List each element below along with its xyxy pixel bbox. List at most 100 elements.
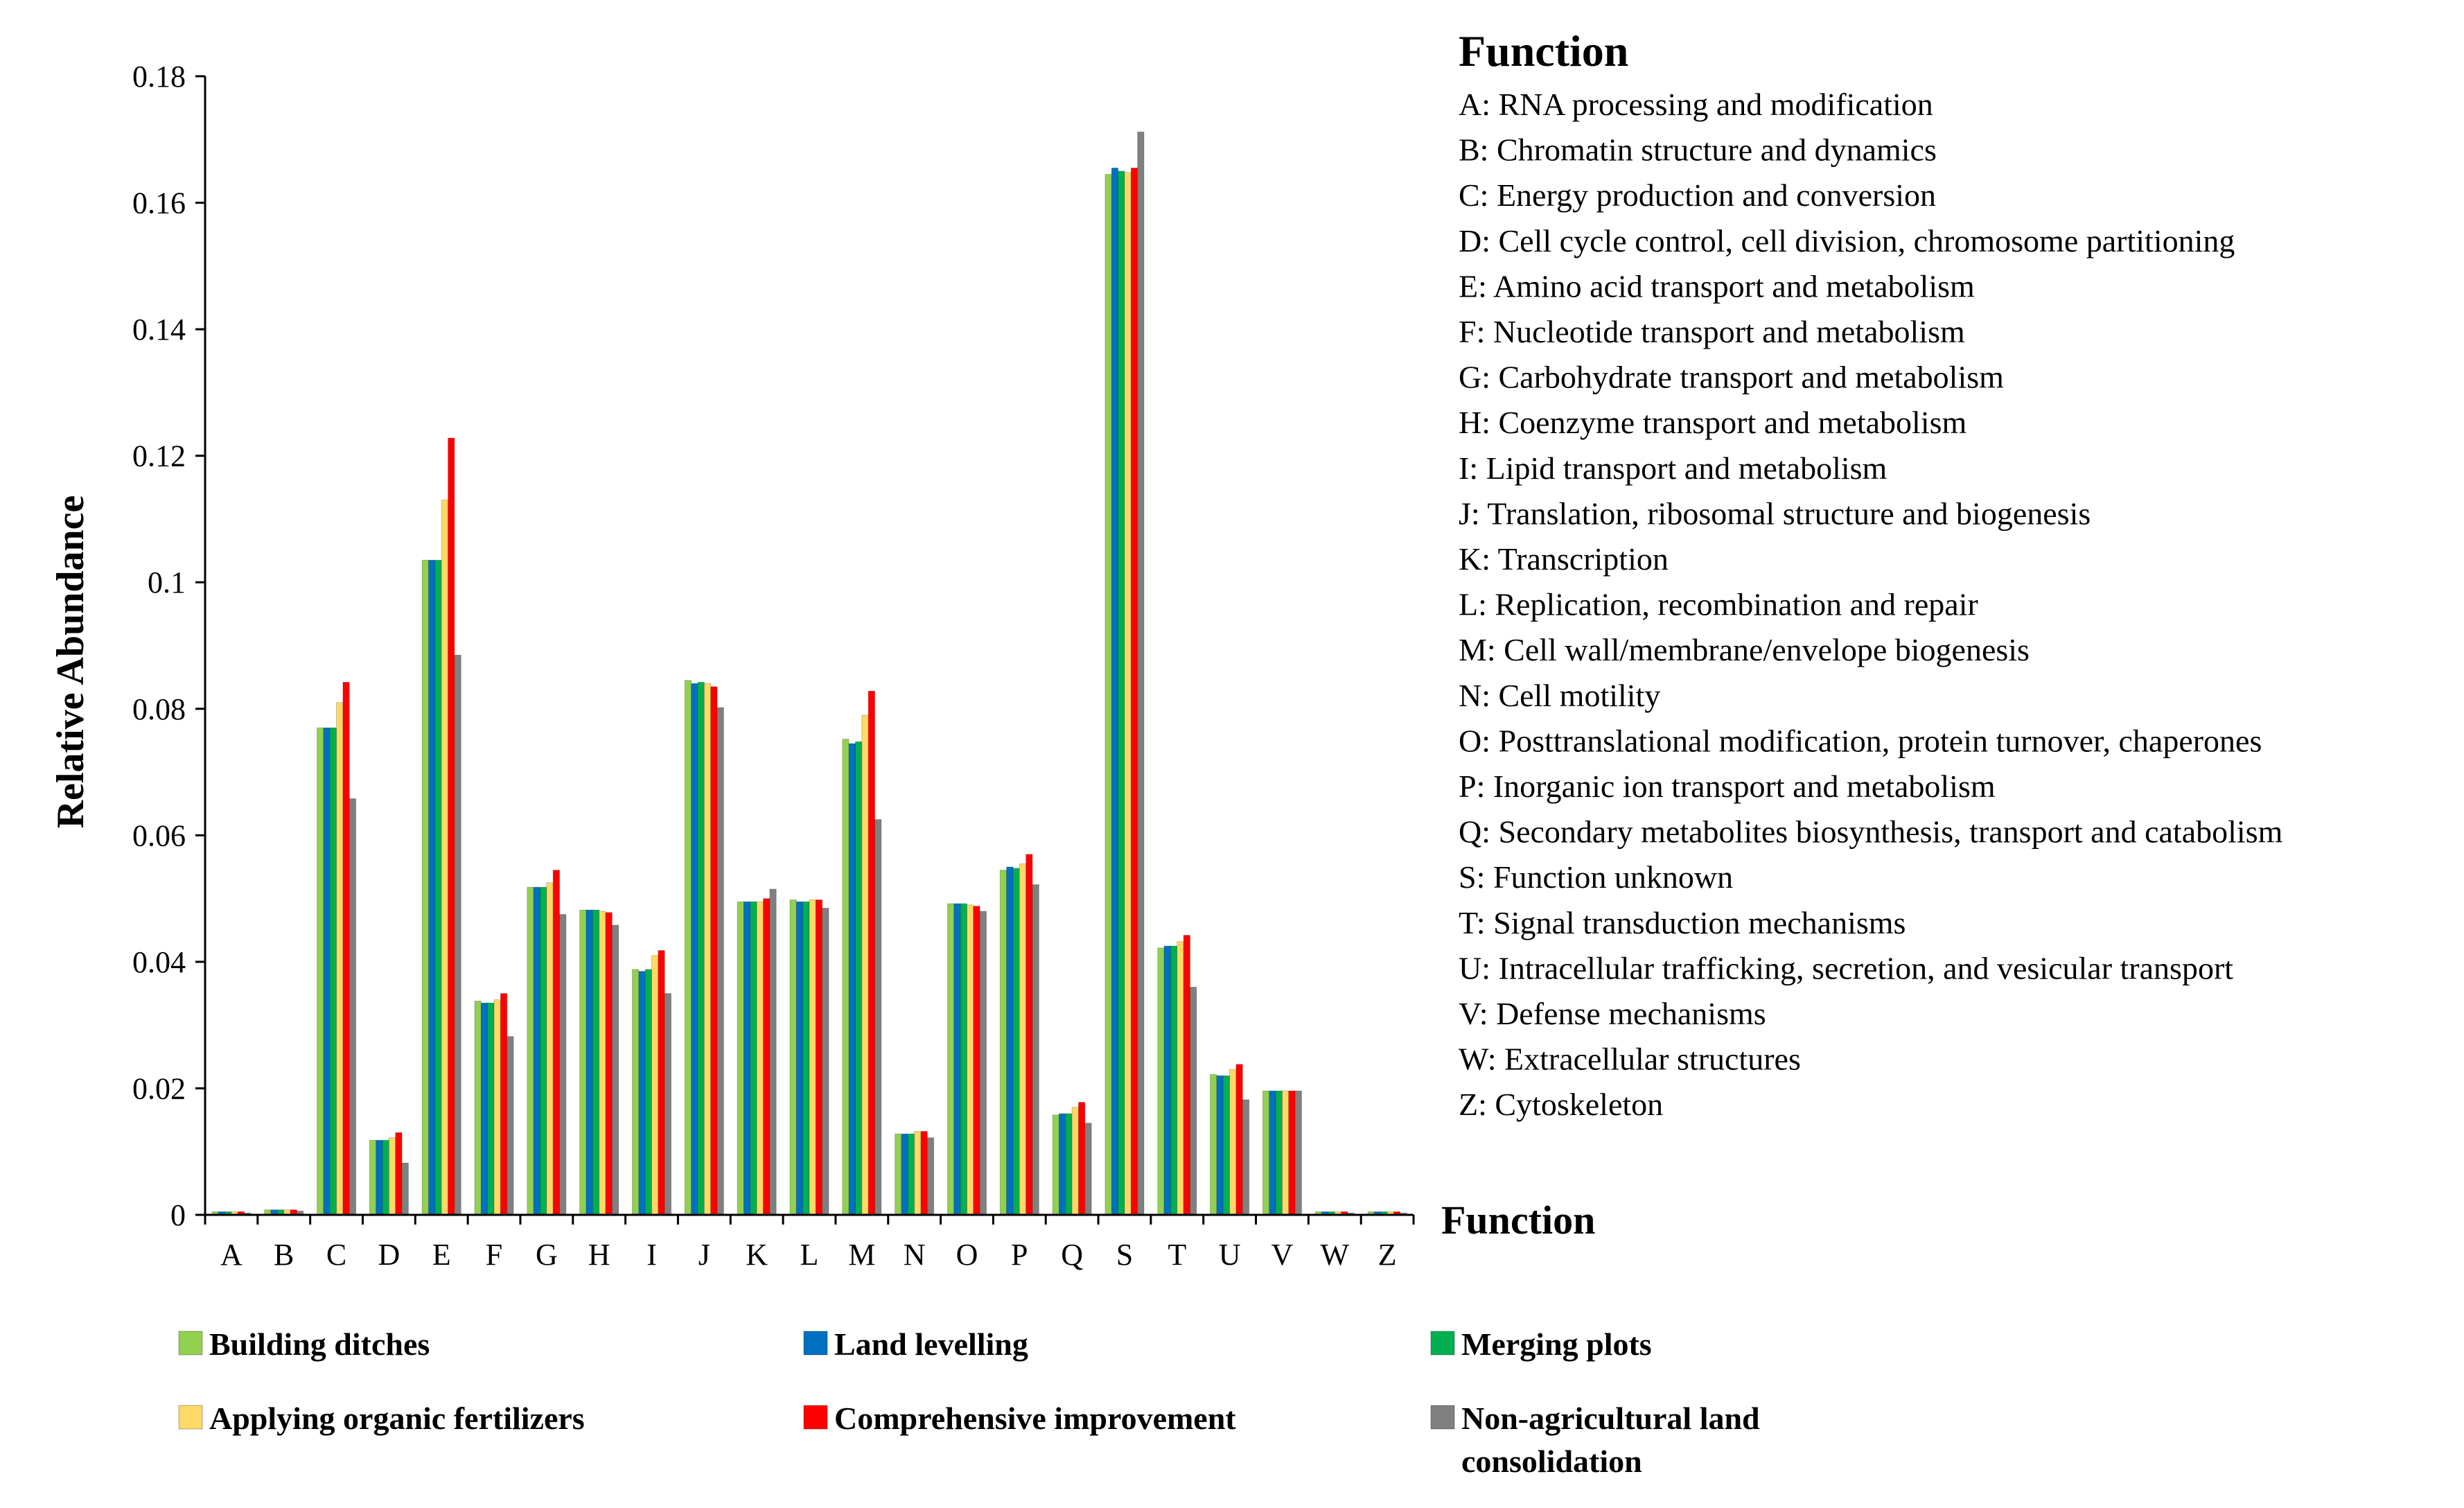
bar-S-series-4 xyxy=(1124,172,1132,1216)
bar-I-series-5 xyxy=(658,950,665,1216)
function-key-item: O: Posttranslational modification, prote… xyxy=(1459,723,2262,758)
bar-O-series-6 xyxy=(979,911,987,1216)
bar-M-series-3 xyxy=(855,741,863,1216)
bar-T-series-5 xyxy=(1183,935,1190,1216)
legend-swatch xyxy=(178,1331,203,1356)
bar-Q-series-1 xyxy=(1052,1114,1059,1216)
bar-E-series-4 xyxy=(441,500,448,1216)
x-tick-label: C xyxy=(326,1238,346,1272)
bar-I-series-1 xyxy=(632,969,640,1216)
bar-T-series-2 xyxy=(1163,945,1171,1216)
x-tick-label: G xyxy=(536,1238,558,1272)
y-tick-label: 0.02 xyxy=(132,1071,186,1105)
bar-C-series-6 xyxy=(349,798,357,1216)
bar-D-series-4 xyxy=(388,1137,396,1216)
bar-D-series-6 xyxy=(401,1162,409,1216)
legend-label: Comprehensive improvement xyxy=(834,1401,1236,1436)
bar-K-series-5 xyxy=(763,898,771,1216)
bar-Q-series-4 xyxy=(1071,1107,1079,1216)
bar-O-series-4 xyxy=(967,904,974,1216)
bar-H-series-2 xyxy=(586,909,593,1216)
x-tick-label: H xyxy=(588,1238,610,1272)
bar-G-series-6 xyxy=(559,914,567,1216)
bar-L-series-1 xyxy=(789,900,797,1216)
bar-K-series-6 xyxy=(769,888,777,1216)
x-tick-label: N xyxy=(904,1238,926,1272)
bar-S-series-6 xyxy=(1137,131,1145,1216)
bar-E-series-5 xyxy=(448,437,455,1216)
bar-P-series-2 xyxy=(1006,866,1014,1216)
bar-G-series-2 xyxy=(533,886,540,1216)
function-key-item: D: Cell cycle control, cell division, ch… xyxy=(1459,223,2235,258)
bar-V-series-5 xyxy=(1288,1090,1296,1216)
bar-J-series-3 xyxy=(697,682,705,1216)
function-key-item: J: Translation, ribosomal structure and … xyxy=(1459,496,2091,531)
bar-N-series-2 xyxy=(901,1133,908,1216)
bar-S-series-2 xyxy=(1111,167,1119,1216)
bar-O-series-5 xyxy=(973,906,980,1216)
function-key-item: K: Transcription xyxy=(1459,541,1669,577)
x-tick-label: V xyxy=(1271,1238,1294,1272)
bar-P-series-1 xyxy=(999,870,1007,1216)
x-tick-label: S xyxy=(1116,1238,1133,1272)
bar-N-series-5 xyxy=(920,1131,928,1216)
function-key-item: H: Coenzyme transport and metabolism xyxy=(1459,405,1967,440)
legend-label: Non-agricultural land xyxy=(1461,1401,1760,1436)
bar-L-series-5 xyxy=(815,900,823,1216)
bar-S-series-5 xyxy=(1130,167,1138,1216)
bar-U-series-5 xyxy=(1235,1064,1243,1216)
bar-H-series-6 xyxy=(611,924,619,1216)
bar-F-series-2 xyxy=(480,1002,489,1216)
bar-C-series-1 xyxy=(317,727,324,1216)
function-key-item: C: Energy production and conversion xyxy=(1459,177,1936,213)
y-tick-label: 0.04 xyxy=(132,945,186,979)
bar-F-series-5 xyxy=(500,993,508,1216)
bar-V-series-4 xyxy=(1282,1090,1290,1216)
function-key-item: A: RNA processing and modification xyxy=(1459,87,1933,122)
bar-K-series-4 xyxy=(756,901,764,1216)
function-key-item: B: Chromatin structure and dynamics xyxy=(1459,132,1937,168)
bar-I-series-3 xyxy=(644,969,652,1216)
bar-D-series-2 xyxy=(376,1139,383,1216)
bar-T-series-6 xyxy=(1190,987,1197,1216)
function-key-item: Z: Cytoskeleton xyxy=(1459,1087,1663,1122)
y-axis-label: Relative Abundance xyxy=(49,496,92,829)
bar-Q-series-6 xyxy=(1084,1123,1092,1216)
bar-P-series-5 xyxy=(1026,854,1033,1216)
bar-S-series-1 xyxy=(1105,174,1112,1216)
bar-U-series-2 xyxy=(1216,1075,1224,1216)
function-key-item: T: Signal transduction mechanisms xyxy=(1459,905,1906,940)
bar-P-series-3 xyxy=(1012,868,1020,1216)
bars-group xyxy=(211,131,1407,1216)
bar-O-series-1 xyxy=(947,903,955,1216)
legend-swatch xyxy=(1430,1331,1455,1356)
bar-F-series-4 xyxy=(493,999,501,1216)
bar-O-series-2 xyxy=(953,903,961,1216)
x-tick-label: E xyxy=(432,1238,451,1272)
bar-T-series-1 xyxy=(1157,947,1165,1216)
x-tick-label: Z xyxy=(1378,1238,1397,1272)
bar-H-series-5 xyxy=(605,912,613,1216)
bar-C-series-5 xyxy=(342,682,350,1216)
bar-F-series-3 xyxy=(487,1002,495,1216)
bar-T-series-3 xyxy=(1170,945,1178,1216)
bar-I-series-6 xyxy=(664,993,671,1216)
bar-C-series-4 xyxy=(336,702,344,1216)
bar-V-series-3 xyxy=(1275,1090,1283,1216)
bar-T-series-4 xyxy=(1177,941,1184,1216)
bar-N-series-4 xyxy=(914,1131,922,1216)
legend-swatch xyxy=(803,1405,828,1430)
function-key-item: G: Carbohydrate transport and metabolism xyxy=(1459,360,2004,395)
bar-K-series-2 xyxy=(743,901,751,1216)
bar-I-series-4 xyxy=(651,955,659,1216)
function-key-list: A: RNA processing and modification B: Chr… xyxy=(1459,87,2283,1122)
bar-K-series-1 xyxy=(737,901,744,1216)
bar-G-series-5 xyxy=(552,870,560,1216)
bar-P-series-6 xyxy=(1032,884,1039,1216)
y-tick-label: 0.16 xyxy=(132,186,186,220)
bar-Q-series-5 xyxy=(1078,1102,1086,1216)
bar-N-series-6 xyxy=(926,1137,935,1216)
bar-G-series-3 xyxy=(540,886,547,1216)
function-key-item: S: Function unknown xyxy=(1459,859,1733,895)
